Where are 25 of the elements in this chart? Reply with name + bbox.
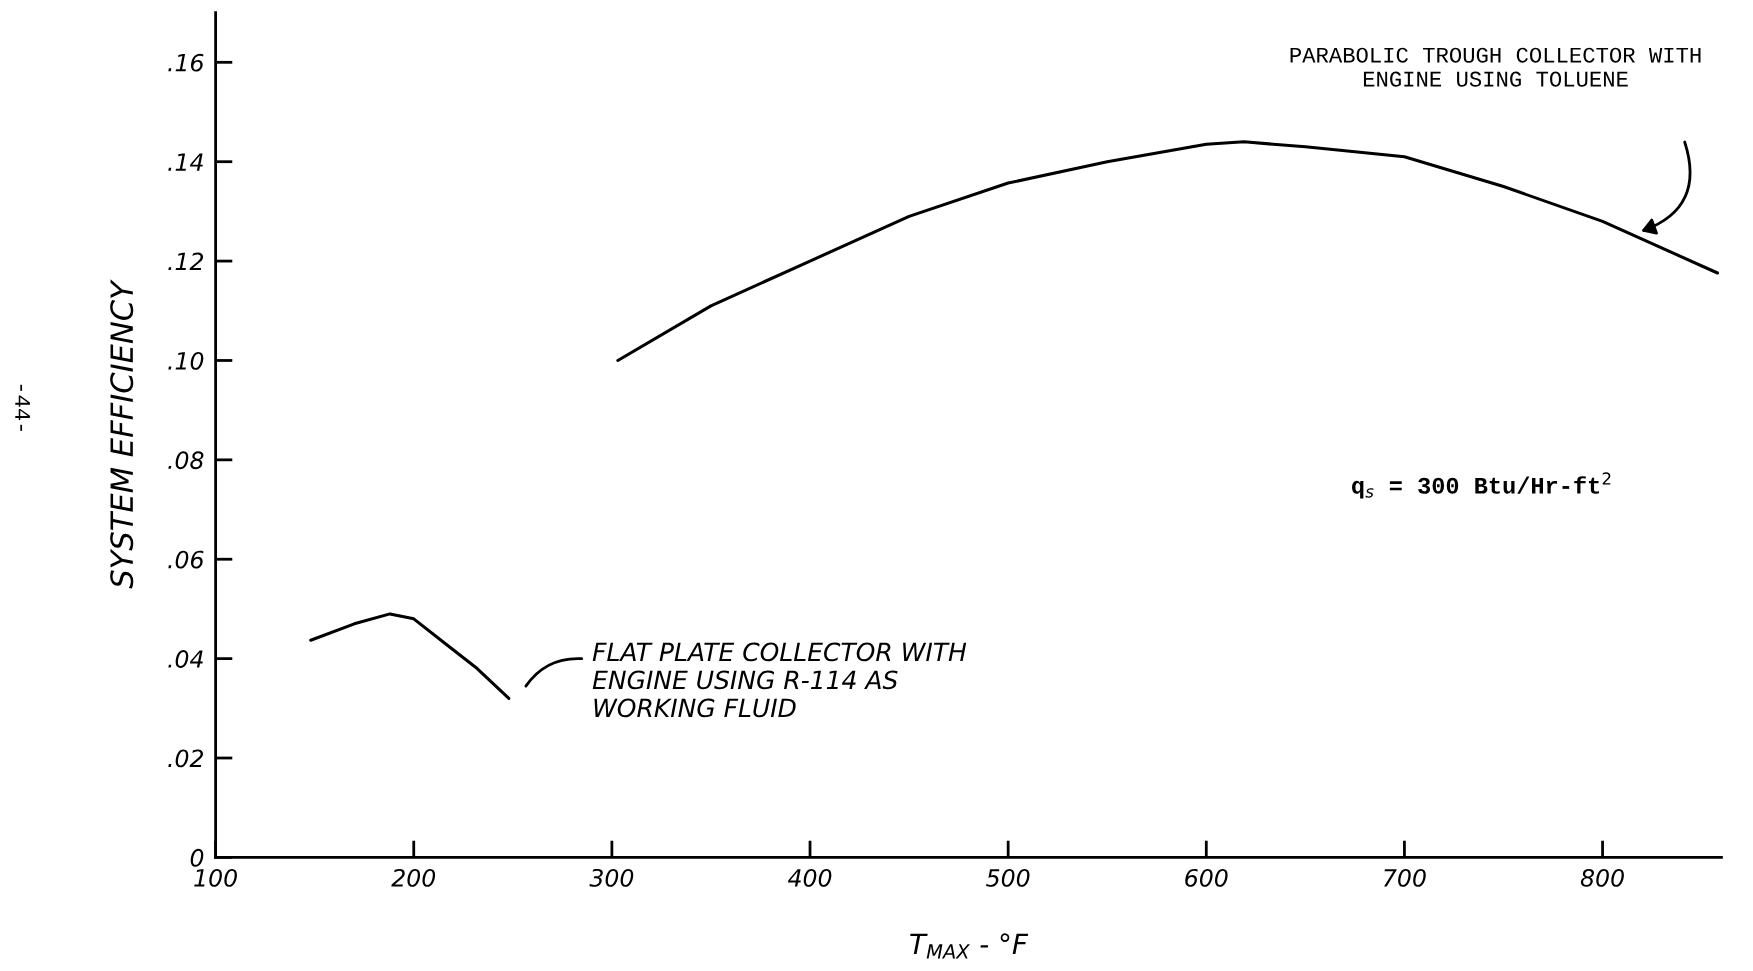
y-tick-label: .06	[168, 550, 204, 569]
line-series	[616, 140, 1720, 362]
x-tick-label: 100	[194, 868, 237, 887]
x-tick-label: 500	[986, 868, 1030, 887]
text: -44-	[15, 384, 30, 431]
line-series	[309, 612, 511, 700]
y-tick-label: .08	[168, 451, 204, 470]
x-tick-label: 600	[1185, 868, 1228, 887]
x-tick-label: 700	[1384, 868, 1426, 887]
x-tick-label: 400	[787, 868, 832, 887]
y-tick-label: .12	[168, 252, 204, 271]
y-tick-label: .02	[168, 749, 204, 768]
y-axis-title: SYSTEM EFFICIENCY	[110, 279, 134, 589]
annotation: PARABOLIC TROUGH COLLECTOR WITH ENGINE USING TOLUENE	[1290, 47, 1701, 87]
y-tick-label: .04	[168, 650, 203, 668]
x-axis-title: T$_{MAX}$ - °F	[910, 933, 1029, 959]
x-tick-label: 200	[391, 868, 436, 887]
y-tick-label: .14	[168, 153, 203, 171]
annotation: q$_{s}$ = 300 Btu/Hr-ft$^{2}$	[1352, 472, 1611, 499]
x-tick-label: 800	[1580, 868, 1624, 887]
y-tick-label: 0	[190, 848, 204, 867]
x-tick-label: 300	[589, 868, 634, 887]
y-tick-label: .10	[168, 351, 204, 370]
annotation: FLAT PLATE COLLECTOR WITH ENGINE USING R-114 AS WORKING FLUID	[592, 642, 967, 718]
y-tick-label: .16	[168, 53, 204, 72]
